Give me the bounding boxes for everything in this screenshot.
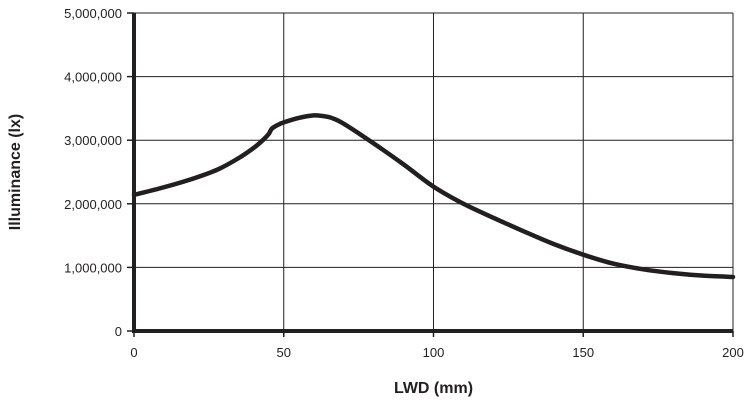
y-tick-label: 0 xyxy=(115,324,122,339)
y-axis-title: Illuminance (lx) xyxy=(7,114,24,230)
y-tick-label: 1,000,000 xyxy=(64,260,122,275)
y-tick-label: 3,000,000 xyxy=(64,133,122,148)
tick-labels: 0 1,000,000 2,000,000 3,000,000 4,000,000 5,0… xyxy=(64,6,744,360)
x-tick-label: 150 xyxy=(572,345,594,360)
y-tick-label: 2,000,000 xyxy=(64,197,122,212)
x-tick-label: 50 xyxy=(277,345,291,360)
x-tick-label: 0 xyxy=(130,345,137,360)
x-tick-label: 200 xyxy=(722,345,744,360)
grid-lines xyxy=(134,12,734,331)
axes xyxy=(127,12,734,337)
y-tick-label: 5,000,000 xyxy=(64,6,122,21)
x-tick-label: 100 xyxy=(423,345,445,360)
series-layer xyxy=(131,113,736,280)
y-tick-label: 4,000,000 xyxy=(64,70,122,85)
x-axis-title: LWD (mm) xyxy=(394,380,473,397)
series-line xyxy=(131,113,736,280)
